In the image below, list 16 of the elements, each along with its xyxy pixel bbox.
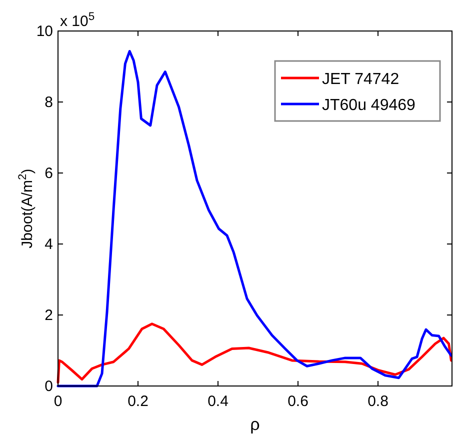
legend-label: JET 74742 <box>322 71 400 88</box>
y-tick-label: 0 <box>44 378 53 395</box>
text: x 10$^{5}$ <box>60 11 95 30</box>
y-tick-label: 4 <box>44 236 53 253</box>
x-tick-label: 0.6 <box>288 393 308 410</box>
x-axis-title: ρ <box>250 415 260 434</box>
line-series <box>56 322 452 384</box>
x-tick-label: 0.8 <box>368 393 388 410</box>
y-tick-label: 8 <box>44 94 53 111</box>
x-tick-label: 0.4 <box>208 393 228 410</box>
y-tick-label: 10 <box>36 23 53 40</box>
legend-label: JT60u 49469 <box>322 97 416 114</box>
y-tick-label: 6 <box>44 165 53 182</box>
y-tick-label: 2 <box>44 307 53 324</box>
line-series <box>56 50 452 388</box>
x-tick-label: 0.2 <box>128 393 148 410</box>
